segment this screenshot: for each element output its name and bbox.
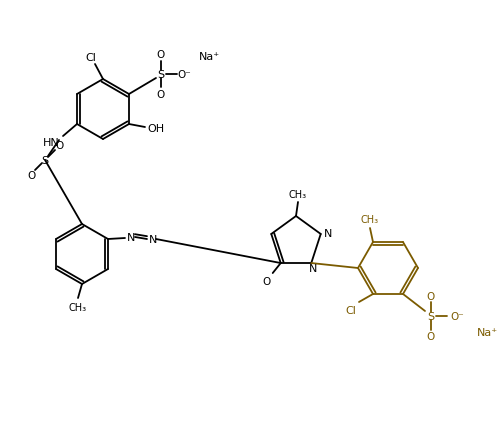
Text: O: O: [157, 50, 165, 60]
Text: CH₃: CH₃: [289, 190, 307, 200]
Text: O: O: [427, 291, 435, 301]
Text: O: O: [427, 331, 435, 341]
Text: O: O: [263, 276, 271, 286]
Text: N: N: [127, 233, 135, 243]
Text: S: S: [428, 311, 435, 321]
Text: O: O: [157, 90, 165, 100]
Text: N: N: [323, 229, 332, 238]
Text: O⁻: O⁻: [450, 311, 464, 321]
Text: O: O: [27, 171, 35, 180]
Text: Na⁺: Na⁺: [476, 327, 497, 337]
Text: CH₃: CH₃: [361, 215, 379, 225]
Text: OH: OH: [147, 124, 164, 134]
Text: N: N: [309, 263, 317, 273]
Text: CH₃: CH₃: [69, 302, 87, 312]
Text: N: N: [149, 234, 157, 244]
Text: O: O: [55, 141, 63, 151]
Text: Cl: Cl: [86, 53, 97, 63]
Text: Cl: Cl: [346, 305, 357, 315]
Text: Na⁺: Na⁺: [198, 52, 219, 62]
Text: HN: HN: [43, 138, 59, 148]
Text: O⁻: O⁻: [177, 70, 191, 80]
Text: S: S: [157, 70, 164, 80]
Text: S: S: [41, 155, 49, 166]
